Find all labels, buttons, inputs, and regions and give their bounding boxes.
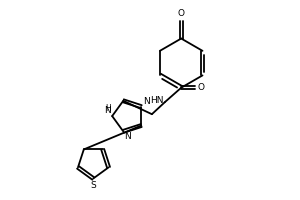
Text: N: N bbox=[143, 97, 150, 106]
Text: N: N bbox=[124, 132, 131, 141]
Text: O: O bbox=[198, 83, 205, 92]
Text: S: S bbox=[90, 181, 96, 190]
Text: H: H bbox=[106, 104, 111, 113]
Text: N: N bbox=[104, 106, 111, 115]
Text: O: O bbox=[178, 9, 185, 18]
Text: HN: HN bbox=[150, 96, 164, 105]
